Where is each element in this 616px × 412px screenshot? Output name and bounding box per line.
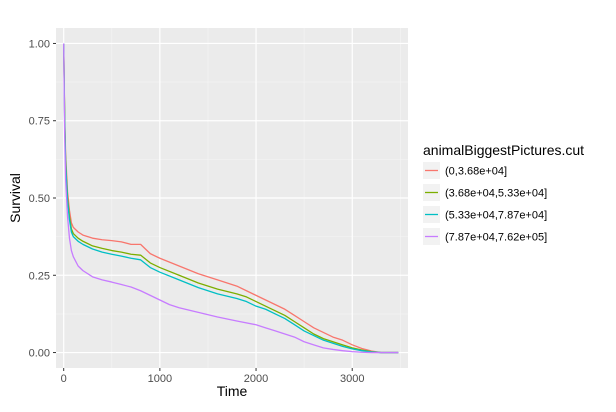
x-tick-label: 2000 — [244, 373, 268, 385]
y-tick-label: 0.25 — [29, 270, 50, 282]
legend-label: (7.87e+04,7.62e+05] — [445, 232, 547, 244]
series-line-1 — [63, 43, 399, 354]
legend-items: (0,3.68e+04] (3.68e+04,5.33e+04] (5.33e+04… — [423, 162, 547, 245]
legend-item: (7.87e+04,7.62e+05] — [423, 228, 547, 245]
x-tick-label: 3000 — [340, 373, 364, 385]
x-tick-label: 0 — [61, 373, 67, 385]
y-axis-ticks: 0.00 0.25 0.50 0.75 1.00 — [29, 38, 56, 360]
legend: animalBiggestPictures.cut (0,3.68e+04] (3… — [423, 142, 584, 245]
x-axis-title: Time — [217, 383, 248, 399]
legend-label: (0,3.68e+04] — [445, 166, 507, 178]
legend-item: (0,3.68e+04] — [423, 162, 507, 179]
legend-label: (3.68e+04,5.33e+04] — [445, 188, 547, 200]
legend-title: animalBiggestPictures.cut — [423, 142, 584, 158]
legend-label: (5.33e+04,7.87e+04] — [445, 210, 547, 222]
series-line-4 — [63, 43, 399, 354]
series-layer — [63, 43, 399, 354]
y-tick-label: 1.00 — [29, 38, 50, 50]
y-tick-label: 0.50 — [29, 193, 50, 205]
legend-item: (3.68e+04,5.33e+04] — [423, 184, 547, 201]
y-tick-label: 0.00 — [29, 348, 50, 360]
x-tick-label: 1000 — [148, 373, 172, 385]
series-line-3 — [63, 43, 399, 354]
legend-item: (5.33e+04,7.87e+04] — [423, 206, 547, 223]
series-line-2 — [63, 43, 399, 354]
x-axis-ticks: 0 1000 2000 3000 — [61, 368, 364, 385]
y-axis-title: Survival — [7, 173, 23, 223]
y-tick-label: 0.75 — [29, 116, 50, 128]
